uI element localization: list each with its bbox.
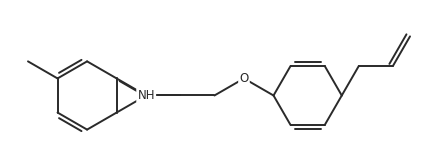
Text: NH: NH (138, 89, 155, 102)
Text: O: O (239, 72, 249, 85)
Text: N: N (142, 89, 151, 102)
